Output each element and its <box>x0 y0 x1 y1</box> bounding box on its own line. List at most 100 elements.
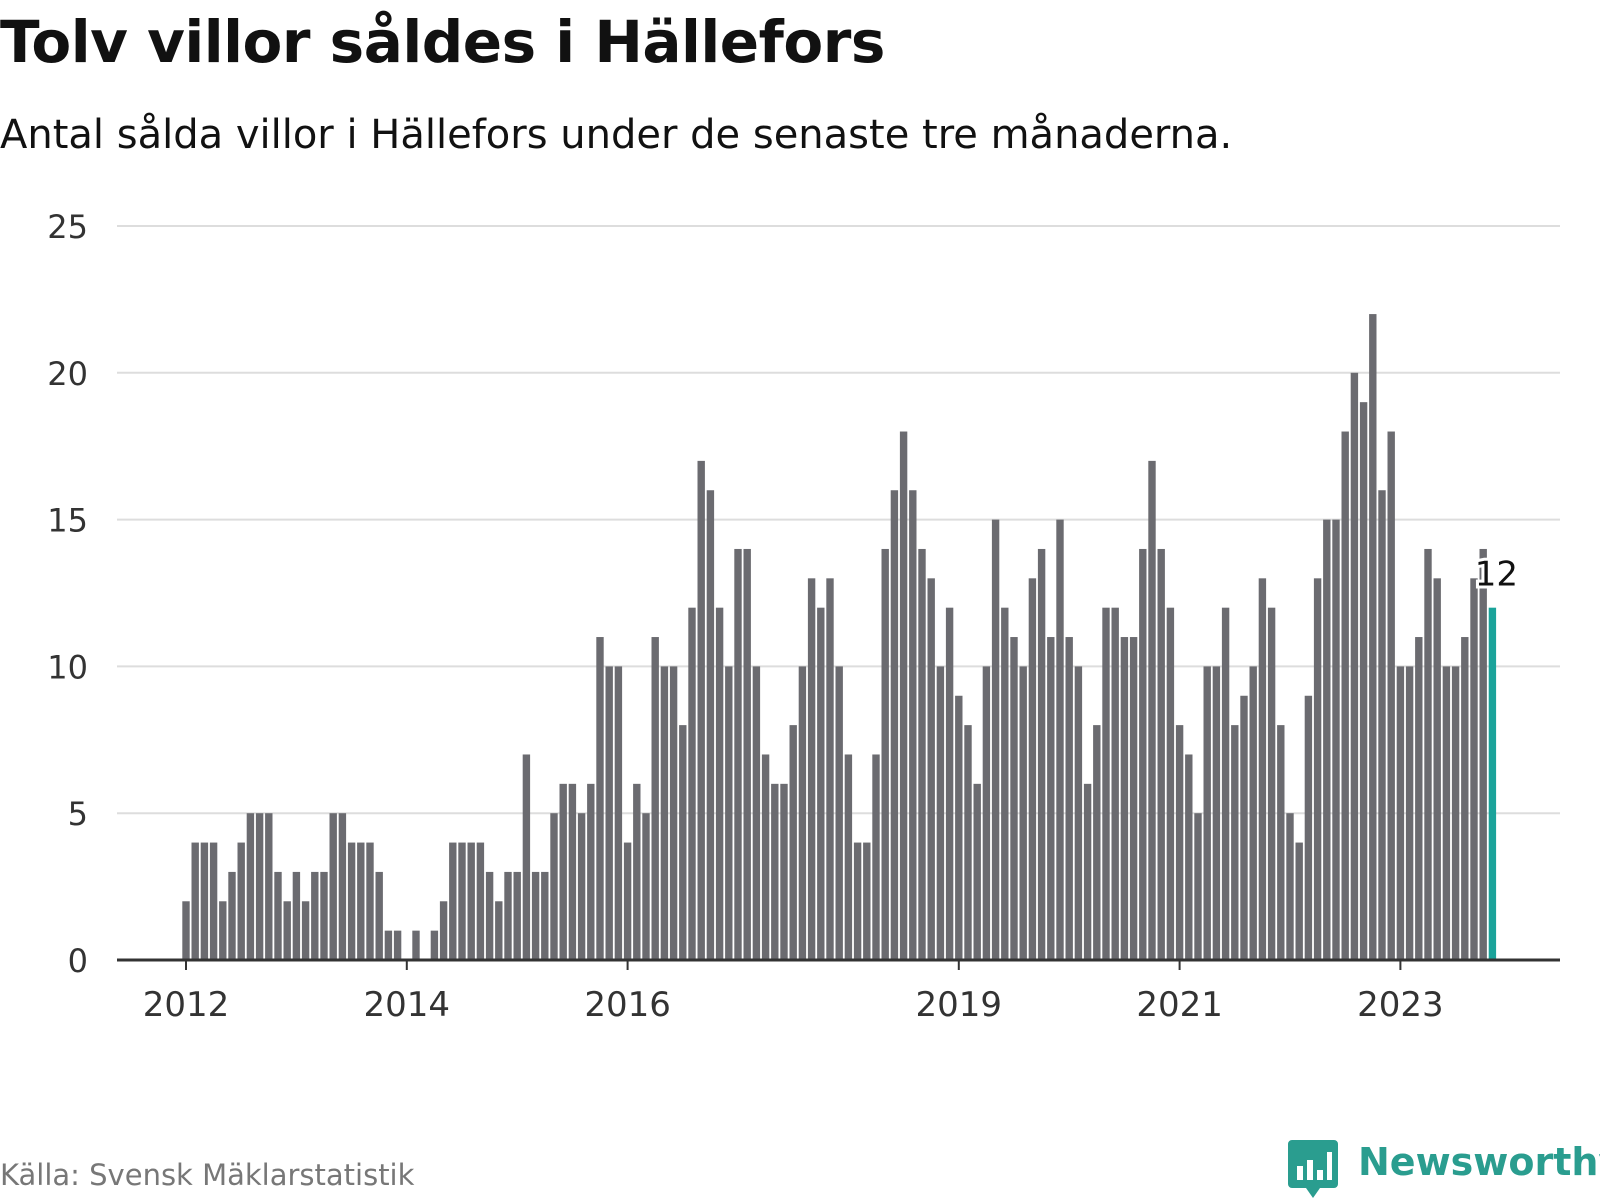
bar <box>329 813 337 960</box>
bar <box>1102 607 1110 960</box>
bar-chart-speech-bubble-icon <box>1288 1140 1338 1198</box>
bar <box>1369 314 1377 961</box>
bar <box>375 871 383 960</box>
bar <box>1323 519 1331 960</box>
bar <box>283 901 291 960</box>
bar <box>1240 695 1248 960</box>
bar <box>1111 607 1119 960</box>
bar <box>1479 548 1487 960</box>
bar <box>320 871 328 960</box>
bar <box>1424 548 1432 960</box>
bar <box>817 607 825 960</box>
bar <box>568 783 577 960</box>
x-tick-label: 2014 <box>364 985 451 1025</box>
bar <box>798 666 807 960</box>
y-tick-label: 20 <box>47 355 88 393</box>
bar <box>1065 637 1073 960</box>
bar <box>301 901 310 960</box>
bar <box>807 578 816 960</box>
x-tick-label: 2019 <box>916 985 1003 1025</box>
bar <box>826 578 834 960</box>
bar <box>1037 548 1046 960</box>
bar <box>614 666 623 960</box>
bar <box>936 666 945 960</box>
bar <box>228 871 236 960</box>
bar <box>1148 460 1156 960</box>
bar <box>651 637 659 960</box>
bar <box>357 842 365 960</box>
bar <box>623 842 632 960</box>
y-tick-label: 5 <box>68 795 88 833</box>
bar <box>1056 519 1064 960</box>
y-tick-label: 25 <box>47 208 88 246</box>
bar <box>1433 578 1441 960</box>
bar <box>660 666 669 960</box>
bar-chart: 0 5 10 15 20 25 2012 2014 2016 2019 2021 2023 12 <box>47 208 1560 1025</box>
bar <box>485 871 494 960</box>
bar <box>1157 548 1165 960</box>
y-tick-label: 10 <box>47 648 88 686</box>
bar <box>1212 666 1221 960</box>
bar <box>844 754 853 960</box>
x-tick-label: 2021 <box>1136 985 1223 1025</box>
bar <box>541 871 549 960</box>
bar <box>761 754 770 960</box>
bar <box>458 842 466 960</box>
bar <box>504 871 512 960</box>
bar <box>1295 842 1303 960</box>
bar <box>964 725 972 960</box>
bar <box>1028 578 1037 960</box>
x-tick-label: 2023 <box>1357 985 1444 1025</box>
bar <box>725 666 733 960</box>
bar <box>559 783 567 960</box>
bar <box>219 901 227 960</box>
bar <box>863 842 871 960</box>
highlight-value-label: 12 <box>1475 555 1518 595</box>
bar <box>697 460 705 960</box>
bar <box>265 813 273 960</box>
bar <box>642 813 650 960</box>
bar <box>1194 813 1202 960</box>
bar <box>191 842 199 960</box>
bar <box>338 813 347 960</box>
bar <box>1093 725 1101 960</box>
bar <box>1047 637 1055 960</box>
bar <box>789 725 797 960</box>
bar <box>743 548 751 960</box>
bar <box>550 813 558 960</box>
bar <box>669 666 678 960</box>
bar <box>853 842 862 960</box>
bar <box>1387 431 1395 960</box>
bar <box>1166 607 1175 960</box>
bar <box>688 607 696 960</box>
bar <box>1451 666 1460 960</box>
bar <box>1258 578 1267 960</box>
bar <box>255 813 264 960</box>
chart-subtitle: Antal sålda villor i Hällefors under de … <box>0 112 1233 158</box>
bar <box>1074 666 1083 960</box>
bar <box>771 783 779 960</box>
bar <box>1231 725 1239 960</box>
chart-title: Tolv villor såldes i Hällefors <box>0 8 885 76</box>
bar <box>1350 372 1359 960</box>
bar <box>209 842 218 960</box>
bar <box>1001 607 1009 960</box>
bar <box>752 666 761 960</box>
bar <box>246 813 255 960</box>
bar <box>918 548 926 960</box>
bar <box>1341 431 1349 960</box>
bar <box>1286 813 1294 960</box>
y-tick-label: 0 <box>68 942 88 980</box>
bar <box>347 842 356 960</box>
bar <box>393 930 402 960</box>
bar <box>531 871 540 960</box>
bar <box>449 842 457 960</box>
bar <box>633 783 641 960</box>
bar <box>991 519 1000 960</box>
bar <box>872 754 880 960</box>
bar <box>1461 637 1469 960</box>
bar <box>1249 666 1257 960</box>
bar <box>1185 754 1193 960</box>
bar <box>1129 637 1138 960</box>
bar <box>430 930 439 960</box>
